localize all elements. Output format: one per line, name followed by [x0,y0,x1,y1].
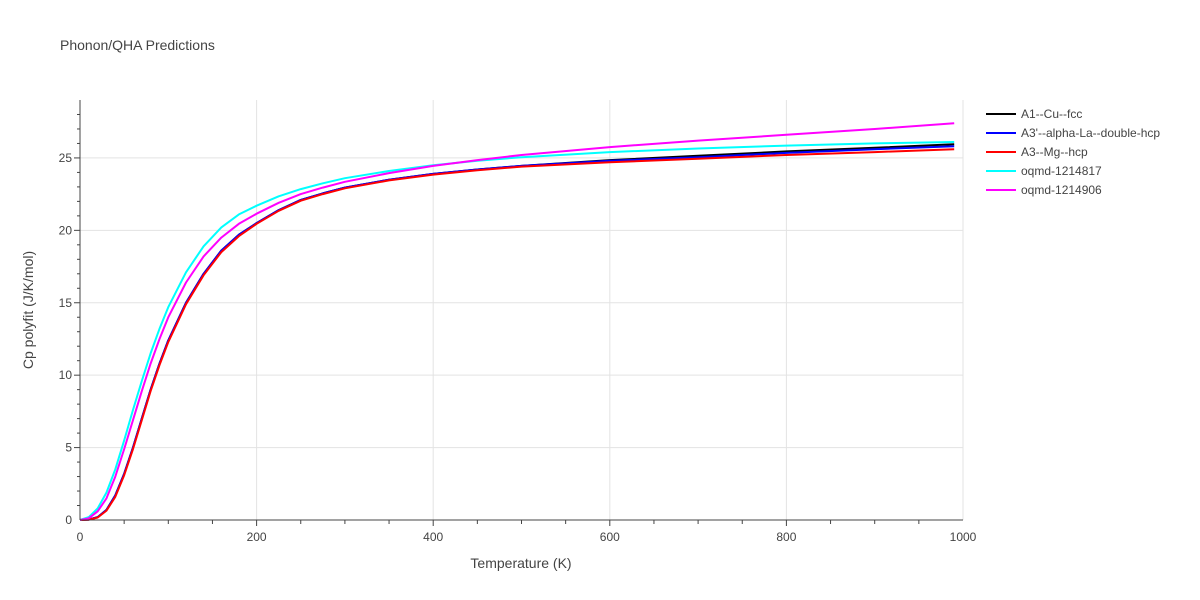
x-tick-label: 1000 [950,530,977,544]
axes [74,100,963,526]
y-axis-label: Cp polyfit (J/K/mol) [20,251,36,369]
x-tick-label: 600 [600,530,620,544]
x-tick-label: 800 [776,530,796,544]
series-layer [79,122,955,521]
legend-label: A3--Mg--hcp [1021,145,1088,159]
legend-item[interactable]: A1--Cu--fcc [986,107,1082,121]
chart-title: Phonon/QHA Predictions [60,37,215,53]
grid [80,100,964,520]
legend-item[interactable]: oqmd-1214906 [986,183,1102,197]
series-line-0 [79,143,955,521]
x-axis-label: Temperature (K) [470,555,571,571]
y-tick-label: 10 [59,368,73,382]
x-tick-label: 400 [423,530,443,544]
series-line-3 [79,141,955,521]
legend-label: oqmd-1214906 [1021,183,1102,197]
legend-item[interactable]: A3--Mg--hcp [986,145,1088,159]
tick-labels: 0 200 400 600 800 1000 0 5 10 15 20 25 [59,151,977,544]
legend[interactable]: A1--Cu--fcc A3'--alpha-La--double-hcp A3--… [986,107,1160,197]
legend-label: A1--Cu--fcc [1021,107,1082,121]
legend-label: A3'--alpha-La--double-hcp [1021,126,1160,140]
x-tick-label: 0 [77,530,84,544]
legend-item[interactable]: oqmd-1214817 [986,164,1102,178]
y-tick-label: 25 [59,151,73,165]
y-tick-label: 20 [59,223,73,237]
y-tick-label: 5 [65,441,72,455]
x-tick-label: 200 [247,530,267,544]
legend-item[interactable]: A3'--alpha-La--double-hcp [986,126,1160,140]
series-line-2 [79,148,955,521]
series-line-1 [79,145,955,521]
y-tick-label: 0 [65,513,72,527]
legend-label: oqmd-1214817 [1021,164,1102,178]
y-tick-label: 15 [59,296,73,310]
series-line-4 [79,122,955,521]
